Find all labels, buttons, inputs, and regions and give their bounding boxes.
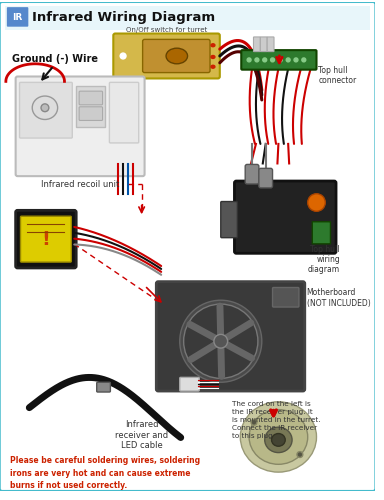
FancyBboxPatch shape	[20, 82, 72, 138]
FancyBboxPatch shape	[259, 168, 273, 188]
Ellipse shape	[302, 58, 306, 62]
Text: Please be careful soldering wires, soldering
irons are very hot and can cause ex: Please be careful soldering wires, solde…	[10, 456, 200, 490]
Ellipse shape	[294, 58, 298, 62]
FancyBboxPatch shape	[156, 282, 305, 391]
FancyBboxPatch shape	[16, 210, 76, 268]
Ellipse shape	[249, 410, 308, 465]
FancyBboxPatch shape	[267, 37, 274, 52]
Ellipse shape	[253, 421, 255, 424]
Ellipse shape	[32, 96, 58, 120]
FancyBboxPatch shape	[235, 181, 336, 254]
FancyBboxPatch shape	[76, 86, 106, 128]
Ellipse shape	[286, 58, 290, 62]
FancyBboxPatch shape	[79, 107, 103, 120]
FancyBboxPatch shape	[221, 202, 237, 237]
Text: !: !	[41, 230, 50, 248]
Ellipse shape	[308, 194, 325, 212]
Ellipse shape	[265, 427, 292, 452]
Text: Top hull
connector: Top hull connector	[318, 66, 357, 85]
FancyBboxPatch shape	[97, 382, 110, 392]
Ellipse shape	[298, 453, 301, 456]
Ellipse shape	[255, 58, 259, 62]
FancyBboxPatch shape	[142, 40, 210, 72]
Text: Infrared recoil unit: Infrared recoil unit	[41, 180, 119, 189]
Ellipse shape	[271, 58, 275, 62]
FancyBboxPatch shape	[312, 222, 331, 244]
FancyBboxPatch shape	[273, 288, 299, 307]
FancyBboxPatch shape	[260, 37, 267, 52]
Ellipse shape	[278, 58, 282, 62]
Text: On/Off switch for turret: On/Off switch for turret	[126, 26, 207, 32]
Ellipse shape	[166, 48, 187, 64]
FancyBboxPatch shape	[5, 6, 370, 30]
Ellipse shape	[263, 58, 266, 62]
Text: Top hull
wiring
diagram: Top hull wiring diagram	[308, 244, 340, 274]
Ellipse shape	[214, 334, 228, 348]
FancyBboxPatch shape	[180, 378, 199, 391]
Ellipse shape	[180, 300, 262, 382]
FancyBboxPatch shape	[0, 2, 376, 492]
Ellipse shape	[251, 420, 257, 425]
Text: Motherboard
(NOT INCLUDED): Motherboard (NOT INCLUDED)	[307, 288, 371, 308]
FancyBboxPatch shape	[16, 76, 144, 176]
Ellipse shape	[271, 434, 285, 446]
Text: Ground (-) Wire: Ground (-) Wire	[12, 54, 98, 64]
Ellipse shape	[211, 66, 215, 68]
FancyBboxPatch shape	[7, 7, 28, 26]
Ellipse shape	[297, 452, 303, 458]
FancyBboxPatch shape	[109, 82, 139, 143]
Ellipse shape	[247, 58, 251, 62]
Ellipse shape	[240, 402, 316, 472]
Ellipse shape	[211, 44, 215, 46]
Ellipse shape	[120, 53, 126, 59]
Text: Infrared Wiring Diagram: Infrared Wiring Diagram	[32, 12, 215, 24]
Ellipse shape	[184, 304, 258, 378]
Ellipse shape	[211, 56, 215, 58]
FancyBboxPatch shape	[113, 34, 220, 78]
Text: The cord on the left is
the IR receiver plug. It
is mounted in the turret.
Conne: The cord on the left is the IR receiver …	[232, 401, 321, 439]
FancyBboxPatch shape	[241, 50, 316, 70]
FancyBboxPatch shape	[79, 91, 103, 105]
FancyBboxPatch shape	[253, 37, 260, 52]
FancyBboxPatch shape	[20, 216, 71, 262]
FancyBboxPatch shape	[245, 164, 259, 184]
Text: IR: IR	[12, 13, 23, 22]
Text: Infrared
receiver and
LED cable: Infrared receiver and LED cable	[115, 420, 168, 450]
Ellipse shape	[41, 104, 49, 112]
